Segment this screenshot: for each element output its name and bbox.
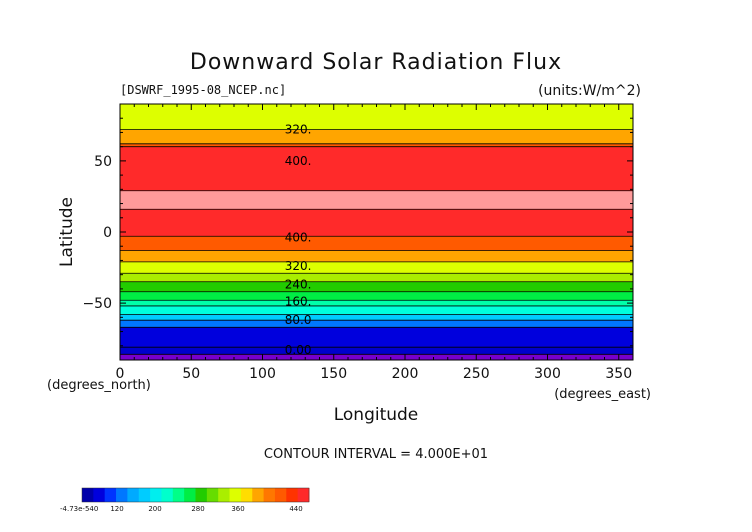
y-axis-ticks: −50 0 50 [82, 117, 633, 347]
heatmap-band [120, 104, 633, 131]
colorbar-swatch [286, 488, 299, 502]
colorbar-tick-label: 280 [191, 505, 204, 513]
heatmap-band [120, 320, 633, 328]
heatmap-band [120, 209, 633, 237]
y-tick-label: −50 [82, 296, 112, 312]
colorbar-swatch [116, 488, 128, 502]
heatmap-band [120, 300, 633, 307]
colorbar-swatch [229, 488, 242, 502]
y-axis-label: Latitude [57, 197, 77, 267]
colorbar-tick-label: 360 [231, 505, 244, 513]
contour-label: 0.00 [285, 343, 312, 357]
heatmap-band [120, 261, 633, 274]
colorbar: -4.73e-540 120 200 280 360 440 [60, 487, 310, 513]
heatmap-band [120, 129, 633, 145]
x-tick-label: 250 [463, 366, 490, 382]
colorbar-tick-label: 440 [289, 505, 302, 513]
colorbar-swatch [172, 488, 185, 502]
x-tick-label: 100 [249, 366, 276, 382]
contour-label: 240. [285, 278, 312, 292]
contour-label: 400. [285, 231, 312, 245]
heatmap-band [120, 314, 633, 321]
contour-label: 160. [285, 295, 312, 309]
colorbar-swatch [263, 488, 276, 502]
colorbar-tick-label: -4.73e-540 [60, 505, 98, 513]
y-tick-label: 50 [94, 154, 112, 170]
colorbar-swatch [161, 488, 174, 502]
colorbar-swatch [184, 488, 196, 502]
chart-title: Downward Solar Radiation Flux [190, 50, 562, 75]
x-tick-label: 350 [605, 366, 632, 382]
heatmap-band [120, 250, 633, 263]
contour-interval: CONTOUR INTERVAL = 4.000E+01 [264, 447, 488, 462]
colorbar-swatch [138, 488, 151, 502]
contour-label: 400. [285, 154, 312, 168]
heatmap-band [120, 236, 633, 251]
x-tick-label: 50 [182, 366, 200, 382]
x-unit-label: (degrees_east) [554, 387, 651, 402]
x-tick-label: 150 [320, 366, 347, 382]
colorbar-swatch [218, 488, 230, 502]
colorbar-swatch [252, 488, 264, 502]
colorbar-frame [81, 487, 310, 503]
y-tick-label: 0 [103, 225, 112, 241]
colorbar-swatch [127, 488, 140, 502]
y-unit-label: (degrees_north) [47, 378, 151, 393]
x-tick-label: 200 [392, 366, 419, 382]
heatmap-band [120, 291, 633, 301]
colorbar-swatch [150, 488, 162, 502]
colorbar-swatch [206, 488, 219, 502]
heatmap-band [120, 190, 633, 210]
colorbar-swatch [274, 488, 287, 502]
colorbar-swatch [297, 488, 310, 502]
heatmap-band [120, 273, 633, 283]
contour-label: 320. [285, 123, 312, 137]
colorbar-swatch [104, 488, 117, 502]
contour-lines [120, 129, 633, 355]
heatmap-band [120, 347, 633, 355]
heatmap-band [120, 146, 633, 192]
units-label: (units:W/m^2) [538, 83, 641, 99]
colorbar-tick-label: 200 [148, 505, 161, 513]
x-tick-label: 300 [534, 366, 561, 382]
file-label: [DSWRF_1995-08_NCEP.nc] [120, 83, 286, 97]
contour-label: 320. [285, 259, 312, 273]
colorbar-swatch [82, 488, 94, 502]
colorbar-swatch [93, 488, 106, 502]
heatmap-band [120, 327, 633, 348]
x-axis-ticks: 0 50 100 150 200 250 300 350 [116, 104, 632, 382]
contour-labels: 320. 400. 400. 320. 240. 160. 80.0 0.00 [285, 123, 312, 357]
heatmap-band [120, 305, 633, 315]
heatmap-band [120, 143, 633, 148]
x-axis-label: Longitude [334, 405, 419, 425]
colorbar-swatch [240, 488, 253, 502]
contour-label: 80.0 [285, 313, 312, 327]
colorbar-tick-label: 120 [110, 505, 123, 513]
heatmap-bands [120, 104, 633, 361]
x-tick-label: 0 [116, 366, 125, 382]
colorbar-swatch [195, 488, 208, 502]
heatmap-band [120, 281, 633, 293]
